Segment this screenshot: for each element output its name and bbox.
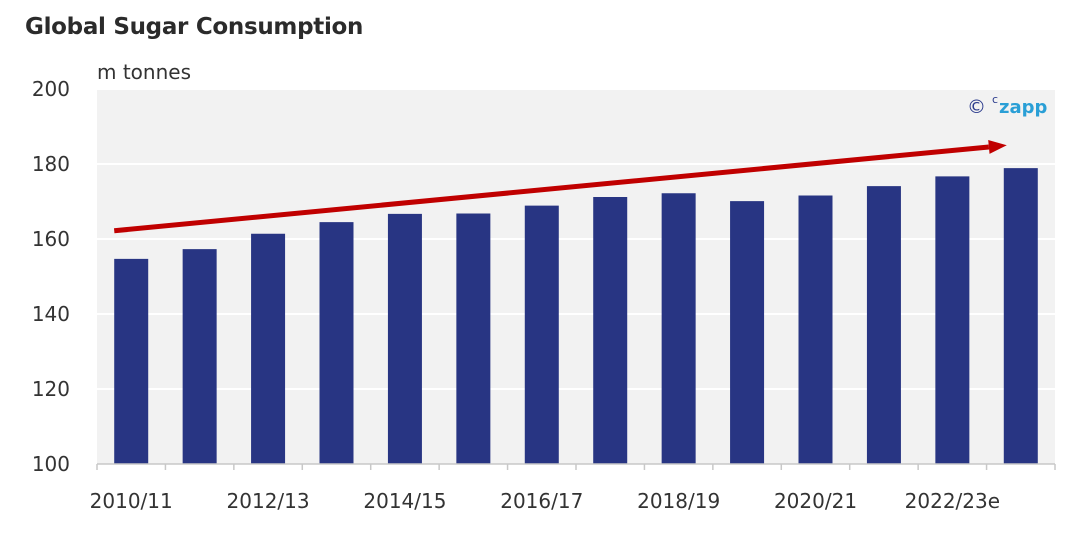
- x-tick-label: 2014/15: [363, 489, 446, 513]
- bar: [730, 201, 765, 464]
- y-tick-labels: 100 120 140 160 180 200: [32, 77, 70, 476]
- copyright-icon: ©: [967, 96, 986, 118]
- bar: [456, 213, 491, 464]
- y-tick-label: 200: [32, 77, 70, 101]
- bar: [1003, 168, 1038, 464]
- x-ticks: [96, 464, 1056, 470]
- x-tick-labels: 2010/11 2012/13 2014/15 2016/17 2018/19 2020/…: [90, 489, 1000, 513]
- y-tick-label: 100: [32, 452, 70, 476]
- y-tick-label: 160: [32, 227, 70, 251]
- y-tick-label: 140: [32, 302, 70, 326]
- x-tick-label: 2012/13: [227, 489, 310, 513]
- x-tick-label: 2018/19: [637, 489, 720, 513]
- czapp-watermark: © c zapp: [967, 93, 1048, 118]
- bar: [114, 258, 149, 464]
- x-tick-label: 2016/17: [500, 489, 583, 513]
- bar: [798, 195, 833, 464]
- trend-arrow: [113, 139, 1007, 234]
- bar: [319, 222, 354, 464]
- bar: [182, 249, 217, 464]
- y-tick-label: 120: [32, 377, 70, 401]
- x-tick-label: 2010/11: [90, 489, 173, 513]
- chart-title: Global Sugar Consumption: [25, 14, 364, 40]
- x-tick-label: 2020/21: [774, 489, 857, 513]
- bar: [593, 197, 628, 464]
- bar: [935, 176, 970, 464]
- x-tick-label: 2022/23e: [905, 489, 1000, 513]
- bar: [251, 233, 286, 464]
- trend-arrow-head: [988, 139, 1007, 154]
- bar: [524, 205, 559, 464]
- y-tick-label: 180: [32, 152, 70, 176]
- plot-area: [97, 89, 1055, 464]
- trend-arrow-shaft: [113, 144, 990, 234]
- y-axis-unit-label: m tonnes: [97, 60, 191, 84]
- bar: [661, 193, 696, 464]
- bar: [866, 186, 901, 464]
- watermark-prefix: c: [992, 93, 998, 106]
- bars: [114, 168, 1038, 464]
- watermark-text: zapp: [999, 97, 1048, 118]
- bar: [387, 213, 422, 464]
